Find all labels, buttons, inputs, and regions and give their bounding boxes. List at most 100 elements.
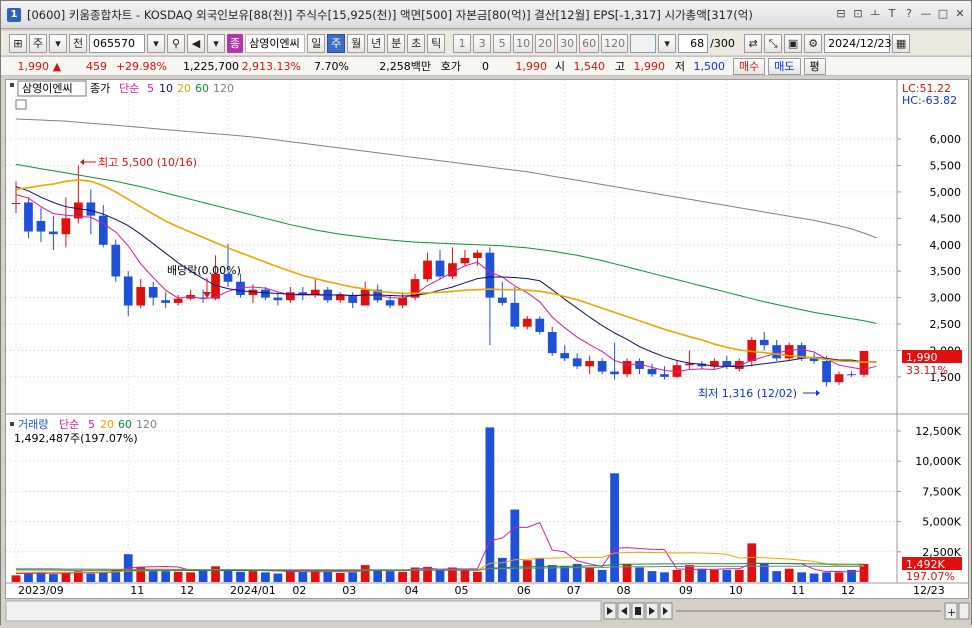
ma-type-label[interactable]: 단순	[119, 82, 139, 95]
price-legend-box[interactable]	[17, 80, 87, 97]
candle-body	[435, 260, 445, 277]
vma20-legend[interactable]: 20	[100, 418, 114, 431]
zoom-icon[interactable]: ⤡	[764, 33, 783, 53]
ma10-legend[interactable]: 10	[159, 82, 173, 95]
ma20-legend[interactable]: 20	[177, 82, 191, 95]
stock-type-badge: 종	[227, 33, 244, 53]
save-icon[interactable]: ▣	[784, 33, 803, 53]
volume-bar	[709, 569, 719, 582]
period-month-tab[interactable]: 월	[347, 33, 366, 53]
search-icon[interactable]: ⚲	[167, 33, 185, 53]
interval-120[interactable]: 120	[601, 33, 629, 53]
x-tick-label: 12	[180, 584, 194, 597]
stock-code-input[interactable]: 065570	[89, 33, 145, 53]
dock-icon[interactable]: ⊟	[836, 7, 846, 20]
turnover-rate: 7.70%	[314, 59, 349, 73]
vma60-legend[interactable]: 60	[118, 418, 132, 431]
candle-body	[360, 289, 370, 306]
interval-3[interactable]: 3	[473, 33, 492, 53]
interval-custom-input[interactable]	[630, 33, 657, 53]
period-tick-tab[interactable]: 틱	[427, 33, 446, 53]
buy-button[interactable]: 매수	[733, 57, 766, 75]
font-size-button[interactable]	[958, 602, 970, 620]
volume-bar	[173, 571, 183, 582]
interval-1[interactable]: 1	[453, 33, 472, 53]
interval-dropdown-icon[interactable]: ▾	[658, 33, 677, 53]
candle-body	[572, 358, 582, 367]
candle-body	[36, 220, 46, 232]
x-tick-label: 12/23	[913, 584, 945, 597]
volume-ma-type-label[interactable]: 단순	[59, 418, 79, 431]
date-input[interactable]: 2024/12/23	[824, 33, 892, 53]
period-year-tab[interactable]: 년	[367, 33, 386, 53]
chart-settings-icon[interactable]: ⇄	[744, 33, 763, 53]
candle-body	[198, 297, 208, 299]
volume-legend-label[interactable]: 거래량	[18, 418, 48, 431]
sell-button[interactable]: 매도	[768, 57, 801, 75]
maximize-icon[interactable]: □	[937, 7, 949, 20]
volume-tick-label: 2,500K	[922, 546, 961, 559]
options-dropdown-icon[interactable]: ▾	[207, 33, 225, 53]
volume-bar	[747, 543, 757, 582]
code-dropdown-icon[interactable]: ▾	[147, 33, 165, 53]
candle-body	[49, 231, 58, 235]
scroll-track[interactable]	[5, 600, 602, 622]
close-icon[interactable]: ✕	[955, 7, 965, 20]
volume-bar	[460, 570, 470, 582]
font-icon[interactable]: T	[888, 7, 896, 20]
period-minute-tab[interactable]: 분	[387, 33, 406, 53]
price-change-pct: +29.98%	[115, 59, 167, 73]
all-button[interactable]: 전	[69, 33, 87, 53]
average-button[interactable]: 평	[803, 57, 826, 75]
layout-icon[interactable]: ⊞	[9, 33, 27, 53]
period-second-tab[interactable]: 초	[407, 33, 426, 53]
restore-window-icon[interactable]: ⊡	[853, 7, 863, 20]
hc-label: HC:-63.82	[902, 94, 957, 107]
volume-bar	[36, 572, 46, 582]
help-icon[interactable]: ?	[906, 7, 912, 20]
candle-body	[161, 300, 171, 303]
interval-5[interactable]: 5	[493, 33, 512, 53]
interval-30[interactable]: 30	[557, 33, 578, 53]
interval-20[interactable]: 20	[535, 33, 556, 53]
chart-area[interactable]: 1,5002,0002,5003,0003,5004,0004,5005,000…	[5, 79, 969, 599]
interval-60[interactable]: 60	[579, 33, 600, 53]
zoom-in-button[interactable]	[944, 602, 958, 620]
speaker-icon[interactable]: ◀	[187, 33, 205, 53]
trade-volume: 1,225,700	[183, 59, 239, 73]
minimize-icon[interactable]: —	[920, 7, 932, 20]
market-select[interactable]: 주	[29, 33, 47, 53]
candle-body	[510, 302, 520, 327]
table-icon[interactable]	[15, 99, 27, 110]
volume-value-label: 1,492,487주(197.07%)	[14, 432, 138, 445]
vma120-legend[interactable]: 120	[136, 418, 157, 431]
pin-icon[interactable]: ㅗ	[869, 7, 881, 20]
ma5-legend[interactable]: 5	[147, 82, 154, 95]
period-week-tab[interactable]: 주	[327, 33, 346, 53]
market-dropdown-icon[interactable]: ▾	[49, 33, 67, 53]
volume-bar	[759, 563, 769, 582]
hoga-price: 1,990	[515, 59, 548, 73]
volume-y-axis-labels: 2,500K 5,000K 7,500K 10,000K 12,500K	[897, 425, 962, 559]
low-annotation: 최저 1,316 (12/02)	[698, 387, 820, 400]
volume-bar	[273, 573, 283, 582]
price-legend-name: 삼영이엔씨	[22, 82, 73, 95]
gear-icon[interactable]: ⚙	[804, 33, 823, 53]
ma60-legend[interactable]: 60	[195, 82, 209, 95]
volume-bar	[236, 571, 245, 582]
vma5-legend[interactable]: 5	[88, 418, 95, 431]
close-label[interactable]: 종가	[90, 82, 110, 95]
volume-bar	[385, 571, 395, 582]
volume-bar	[24, 573, 33, 582]
title-bar: 1 [0600] 키움종합차트 - KOSDAQ 외국인보유[88(천)] 주식…	[1, 1, 971, 29]
chart-svg[interactable]: 1,5002,0002,5003,0003,5004,0004,5005,000…	[6, 80, 968, 598]
stop-icon	[635, 607, 641, 615]
period-day-tab[interactable]: 일	[307, 33, 326, 53]
calendar-icon[interactable]: ▦	[892, 33, 911, 53]
ma120-legend[interactable]: 120	[213, 82, 234, 95]
interval-10[interactable]: 10	[513, 33, 534, 53]
count-input[interactable]: 68	[678, 33, 709, 53]
price-tick-label: 5,000	[930, 186, 962, 199]
volume-bar	[335, 572, 345, 582]
volume-bar	[223, 569, 233, 582]
